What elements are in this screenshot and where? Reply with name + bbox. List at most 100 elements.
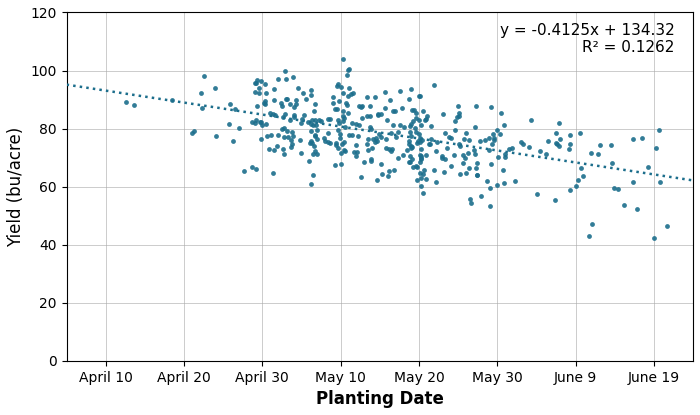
Point <box>484 203 496 209</box>
Point <box>410 110 421 116</box>
Point <box>356 103 367 110</box>
Point <box>406 156 417 163</box>
Point <box>397 151 408 158</box>
Point <box>381 136 392 143</box>
Point <box>272 142 283 149</box>
Y-axis label: Yield (bu/acre): Yield (bu/acre) <box>7 127 25 247</box>
Point <box>365 155 377 162</box>
Point <box>524 143 535 150</box>
Point <box>337 140 348 147</box>
Point <box>312 150 323 157</box>
Point <box>279 151 290 157</box>
Point <box>388 107 399 114</box>
Point <box>419 166 430 173</box>
Point <box>415 174 426 181</box>
Point <box>303 157 314 164</box>
Point <box>300 96 312 103</box>
Point <box>305 121 316 127</box>
Point <box>267 111 279 117</box>
Point <box>414 159 426 166</box>
Text: y = -0.4125x + 134.32
R² = 0.1262: y = -0.4125x + 134.32 R² = 0.1262 <box>500 23 674 55</box>
Point <box>636 134 648 141</box>
Point <box>370 135 382 142</box>
Point <box>188 127 199 134</box>
Point <box>475 192 486 199</box>
Point <box>438 169 449 176</box>
Point <box>552 141 563 148</box>
Point <box>405 145 416 151</box>
Point <box>631 205 643 212</box>
Point <box>564 186 575 193</box>
Point <box>308 122 319 128</box>
Point <box>287 128 298 135</box>
Point <box>458 135 470 142</box>
Point <box>462 150 473 157</box>
Point <box>595 141 606 148</box>
Point <box>612 186 624 193</box>
Point <box>469 146 480 153</box>
Point <box>471 172 482 178</box>
Point <box>351 121 362 127</box>
Point <box>287 73 298 80</box>
Point <box>648 234 659 241</box>
Point <box>405 133 416 139</box>
Point <box>318 134 330 141</box>
Point <box>463 137 475 143</box>
Point <box>307 139 318 146</box>
Point <box>395 121 406 128</box>
Point <box>348 90 359 96</box>
Point <box>424 141 435 148</box>
Point <box>250 165 261 172</box>
Point <box>428 82 440 88</box>
Point <box>260 98 271 104</box>
Point <box>389 166 400 173</box>
Point <box>554 136 566 143</box>
Point <box>234 125 245 132</box>
Point <box>356 103 368 110</box>
Point <box>416 153 427 159</box>
Point <box>483 135 494 142</box>
Point <box>286 144 297 151</box>
Point <box>375 111 386 117</box>
Point <box>583 233 594 239</box>
Point <box>370 139 381 145</box>
Point <box>414 135 426 142</box>
Point <box>343 67 354 73</box>
Point <box>324 116 335 122</box>
Point <box>223 121 235 128</box>
Point <box>481 178 492 185</box>
Point <box>661 222 672 229</box>
Point <box>339 148 350 155</box>
Point <box>372 112 384 119</box>
Point <box>415 152 426 159</box>
Point <box>249 120 260 126</box>
Point <box>526 117 537 124</box>
Point <box>195 90 206 96</box>
Point <box>251 77 262 83</box>
Point <box>405 153 416 160</box>
Point <box>404 129 415 136</box>
Point <box>307 151 318 157</box>
Point <box>370 93 381 100</box>
Point <box>406 107 417 114</box>
Point <box>339 115 350 122</box>
Point <box>391 134 402 141</box>
Point <box>337 113 349 120</box>
Point <box>380 105 391 112</box>
Point <box>498 180 510 187</box>
Point <box>407 144 418 151</box>
Point <box>491 181 503 188</box>
Point <box>129 102 140 109</box>
Point <box>452 113 463 120</box>
Point <box>349 148 360 155</box>
Point <box>474 137 485 144</box>
Point <box>573 177 584 183</box>
Point <box>186 130 197 137</box>
Point <box>471 159 482 166</box>
Point <box>437 155 448 162</box>
Point <box>282 134 293 140</box>
Point <box>485 184 496 191</box>
Point <box>439 156 450 163</box>
Point <box>403 141 414 147</box>
Point <box>423 141 434 147</box>
